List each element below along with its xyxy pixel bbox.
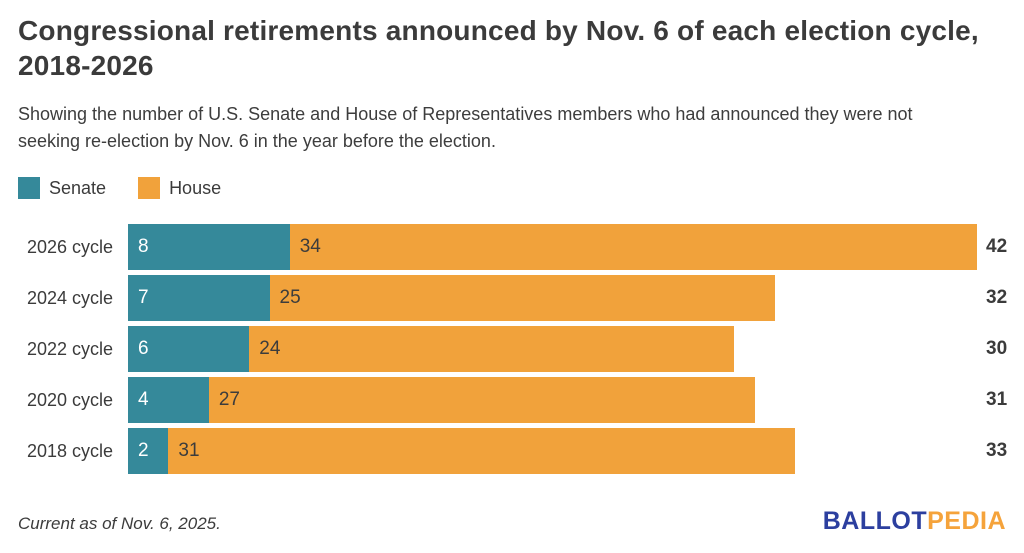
bar-track: 4 27: [128, 377, 977, 423]
footer: Current as of Nov. 6, 2025. BALLOTPEDIA: [18, 507, 1006, 536]
total-label: 33: [986, 440, 1008, 461]
chart-row: 2018 cycle 2 31 33: [18, 428, 1008, 474]
senate-bar-segment: 4: [128, 377, 209, 423]
footnote: Current as of Nov. 6, 2025.: [18, 514, 221, 533]
chart-subtitle: Showing the number of U.S. Senate and Ho…: [18, 104, 913, 151]
chart-row: 2024 cycle 7 25 32: [18, 275, 1008, 321]
category-label: 2022 cycle: [26, 339, 113, 359]
logo-ballot-text: BALLOT: [822, 507, 928, 535]
total-label: 42: [986, 236, 1008, 257]
category-label: 2024 cycle: [26, 288, 113, 308]
house-bar-segment: 34: [289, 224, 977, 270]
legend-item-house: House: [138, 177, 221, 199]
total-label: 31: [986, 389, 1008, 410]
senate-bar-segment: 2: [128, 428, 169, 474]
category-label: 2018 cycle: [26, 441, 113, 461]
bar-track: 2 31: [128, 428, 977, 474]
category-label: 2026 cycle: [26, 237, 113, 257]
category-label: 2020 cycle: [26, 390, 113, 410]
bar-track: 7 25: [128, 275, 977, 321]
bar-track: 8 34: [128, 224, 977, 270]
house-swatch: [138, 177, 161, 199]
house-bar-segment: 25: [269, 275, 775, 321]
senate-bar-segment: 8: [128, 224, 290, 270]
chart-title: Congressional retirements announced by N…: [18, 15, 979, 81]
chart-row: 2020 cycle 4 27 31: [18, 377, 1008, 423]
legend-label-house: House: [169, 177, 222, 198]
legend-item-senate: Senate: [18, 177, 106, 199]
total-label: 30: [986, 338, 1008, 359]
ballotpedia-logo[interactable]: BALLOTPEDIA: [823, 507, 1006, 536]
bar-track: 6 24: [128, 326, 977, 372]
legend-label-senate: Senate: [49, 177, 107, 198]
house-bar-segment: 27: [208, 377, 755, 423]
house-bar-segment: 31: [168, 428, 796, 474]
senate-bar-segment: 6: [128, 326, 250, 372]
senate-swatch: [18, 177, 40, 199]
legend: Senate House: [18, 177, 1006, 199]
logo-pedia-text: PEDIA: [927, 507, 1006, 535]
chart-row: 2026 cycle 8 34 42: [18, 224, 1008, 270]
bar-chart: 2026 cycle 8 34 42 2024 cycle 7 25 32 2022 cycle…: [18, 224, 1008, 474]
chart-row: 2022 cycle 6 24 30: [18, 326, 1008, 372]
house-bar-segment: 24: [249, 326, 735, 372]
senate-bar-segment: 7: [128, 275, 270, 321]
total-label: 32: [986, 287, 1008, 308]
